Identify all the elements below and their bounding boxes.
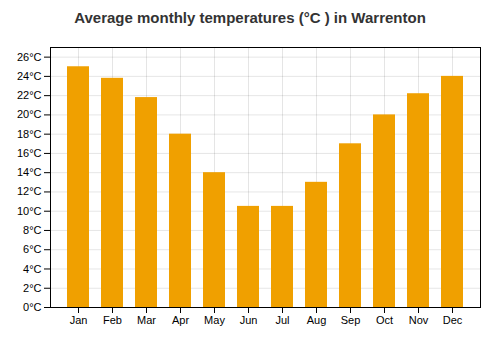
svg-text:Feb: Feb xyxy=(103,314,122,326)
svg-text:10°C: 10°C xyxy=(17,205,42,217)
svg-text:Nov: Nov xyxy=(409,314,429,326)
svg-text:Dec: Dec xyxy=(443,314,463,326)
svg-text:8°C: 8°C xyxy=(23,224,42,236)
svg-text:6°C: 6°C xyxy=(23,243,42,255)
html-text:Average monthly temperatures (: Average monthly temperatures (°C ) in Wa… xyxy=(74,9,426,26)
svg-text:2°C: 2°C xyxy=(23,282,42,294)
svg-text:16°C: 16°C xyxy=(17,147,42,159)
svg-text:Oct: Oct xyxy=(376,314,393,326)
svg-text:20°C: 20°C xyxy=(17,108,42,120)
svg-text:Jan: Jan xyxy=(70,314,88,326)
svg-text:24°C: 24°C xyxy=(17,70,42,82)
svg-text:22°C: 22°C xyxy=(17,89,42,101)
svg-text:18°C: 18°C xyxy=(17,128,42,140)
svg-text:4°C: 4°C xyxy=(23,263,42,275)
svg-text:Sep: Sep xyxy=(341,314,361,326)
svg-text:Jun: Jun xyxy=(240,314,258,326)
svg-text:12°C: 12°C xyxy=(17,185,42,197)
svg-text:14°C: 14°C xyxy=(17,166,42,178)
svg-text:Mar: Mar xyxy=(137,314,156,326)
svg-text:26°C: 26°C xyxy=(17,51,42,63)
svg-text:Aug: Aug xyxy=(307,314,327,326)
svg-text:Apr: Apr xyxy=(172,314,189,326)
svg-text:Jul: Jul xyxy=(275,314,289,326)
svg-text:May: May xyxy=(204,314,225,326)
svg-text:0°C: 0°C xyxy=(23,301,42,313)
